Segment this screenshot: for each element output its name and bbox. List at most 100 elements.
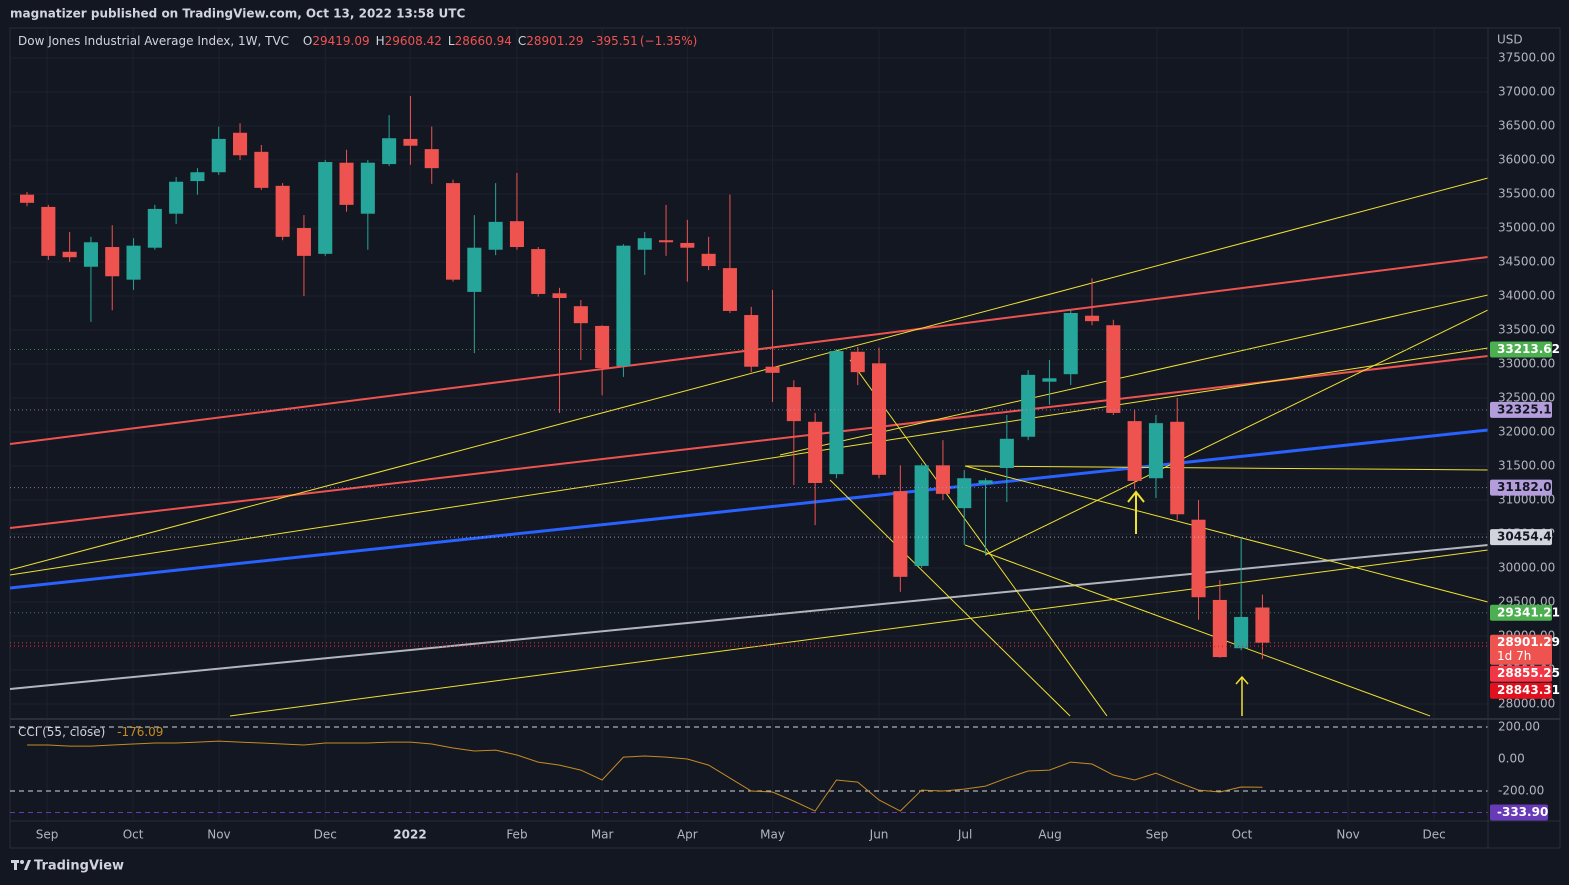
candle-body	[808, 421, 823, 483]
candle-body	[893, 491, 908, 577]
candle-body	[957, 478, 972, 509]
publish-info: magnatizer published on TradingView.com,…	[10, 7, 465, 21]
candle-body	[83, 242, 98, 267]
price-badge-label: 29341.21	[1497, 605, 1560, 619]
candle-body	[126, 245, 141, 280]
candle-body	[552, 293, 567, 299]
candle-body	[1148, 423, 1163, 479]
price-badge	[1490, 401, 1552, 418]
x-tick-label: Dec	[314, 828, 337, 842]
cci-tick-label: -200.00	[1498, 784, 1544, 798]
candle-body	[595, 325, 610, 369]
candle-body	[680, 242, 695, 248]
candle-body	[190, 172, 205, 182]
price-badge	[1490, 604, 1552, 621]
x-tick-label: Nov	[207, 828, 230, 842]
candle-body	[701, 253, 716, 267]
candle-body	[616, 245, 631, 367]
arrow	[1235, 675, 1249, 716]
y-tick-label: 32500.00	[1498, 390, 1555, 404]
candle-body	[509, 221, 524, 248]
x-tick-label: Mar	[591, 828, 614, 842]
trendline	[849, 359, 1108, 717]
candle-body	[531, 249, 546, 294]
y-tick-label: 36000.00	[1498, 152, 1555, 166]
candle-body	[1234, 616, 1249, 649]
candle-body	[424, 149, 439, 169]
candle-body	[978, 480, 993, 484]
cci-pane	[10, 726, 1488, 813]
candle-body	[765, 366, 780, 373]
footer-brand: TradingView	[34, 859, 124, 874]
candle-body	[659, 240, 674, 243]
price-badge	[1490, 341, 1552, 358]
x-tick-label: Dec	[1422, 828, 1445, 842]
candle-body	[20, 194, 35, 203]
trendline	[10, 428, 1488, 590]
candle-body	[1085, 315, 1100, 322]
price-badge	[1490, 529, 1552, 546]
y-tick-label: 33500.00	[1498, 322, 1555, 336]
x-tick-label: May	[760, 828, 785, 842]
x-tick-label: Jun	[869, 828, 889, 842]
trendline	[10, 177, 1488, 571]
legend-value: 29608.42	[384, 34, 442, 48]
x-tick-label: Sep	[1146, 828, 1169, 842]
countdown: 1d 7h	[1497, 649, 1531, 663]
candle-body	[637, 238, 652, 250]
candle-body	[275, 185, 290, 237]
legend-change-percent: (−1.35%)	[639, 34, 698, 48]
candle-body	[211, 138, 226, 173]
candle-body	[829, 351, 844, 475]
candle-body	[446, 183, 461, 280]
legend-field: L	[447, 34, 455, 48]
candle-body	[1106, 325, 1121, 413]
candle-body	[573, 306, 588, 324]
candle-body	[105, 247, 120, 277]
candle-body	[872, 363, 887, 475]
trendline	[229, 549, 1488, 717]
y-tick-label: 35500.00	[1498, 186, 1555, 200]
candle-body	[786, 387, 801, 422]
trendline	[10, 544, 1488, 690]
cci-value: -176.09	[117, 725, 164, 739]
legend-change: -395.51	[591, 34, 638, 48]
y-tick-label: 37000.00	[1498, 84, 1555, 98]
price-badge	[1490, 634, 1552, 665]
candle-body	[339, 162, 354, 205]
price-badge-label: 30454.46	[1497, 530, 1560, 544]
candle-body	[147, 208, 162, 248]
legend-field: H	[375, 34, 385, 48]
x-tick-label: 2022	[393, 828, 426, 842]
y-tick-label: 37500.00	[1498, 50, 1555, 64]
legend-value: 28901.29	[526, 34, 584, 48]
candle-body	[318, 162, 333, 254]
x-tick-label: Oct	[1232, 828, 1253, 842]
y-tick-label: 32000.00	[1498, 424, 1555, 438]
candle-body	[296, 227, 311, 256]
candle-body	[488, 221, 503, 250]
y-tick-label: 35000.00	[1498, 220, 1555, 234]
candle-body	[1127, 421, 1142, 481]
y-tick-label: 34500.00	[1498, 254, 1555, 268]
cci-tick-label: 200.00	[1498, 720, 1540, 734]
price-badge	[1490, 665, 1552, 682]
candle-body	[1212, 599, 1227, 658]
cci-legend: CCI (55, close) -176.09	[18, 725, 165, 739]
legend-title: Dow Jones Industrial Average Index, 1W, …	[18, 34, 290, 48]
trendline	[829, 479, 1071, 717]
cci-badge	[1490, 804, 1548, 821]
x-tick-label: Jul	[957, 828, 972, 842]
trendline	[779, 294, 1488, 456]
candle-body	[914, 465, 929, 566]
candle-body	[1042, 378, 1057, 382]
candle-body	[744, 315, 759, 367]
x-tick-label: Nov	[1336, 828, 1359, 842]
x-tick-label: Oct	[123, 828, 144, 842]
candle-body	[254, 151, 269, 188]
candle-body	[1170, 421, 1185, 515]
price-badge-label: 28855.25	[1497, 666, 1560, 680]
price-badge-label: 28843.31	[1497, 683, 1560, 697]
x-tick-label: Feb	[506, 828, 527, 842]
